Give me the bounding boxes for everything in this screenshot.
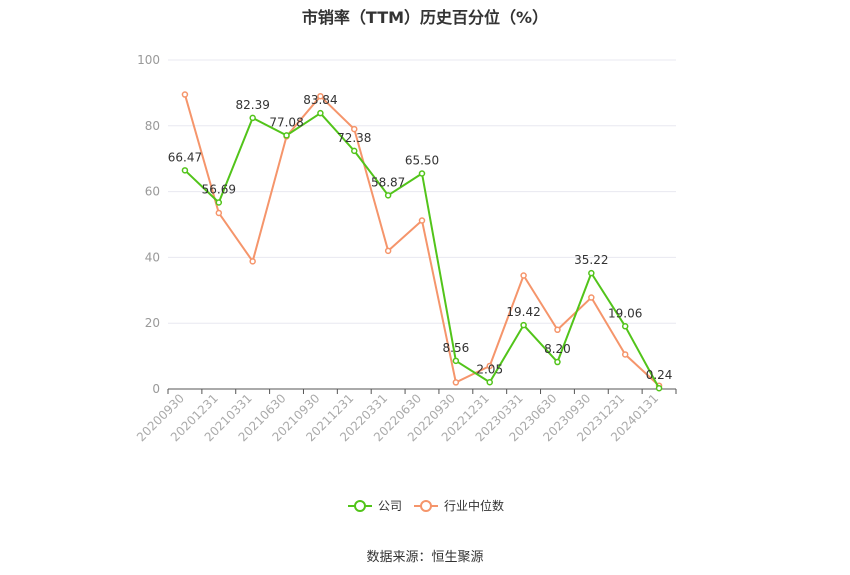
data-point-company[interactable] [283, 132, 290, 139]
data-point-industry[interactable] [351, 125, 358, 133]
data-label: 72.38 [337, 131, 371, 145]
data-point-company[interactable] [588, 269, 595, 277]
data-label: 35.22 [574, 253, 608, 267]
data-point-company[interactable] [554, 358, 561, 366]
data-label: 19.06 [608, 306, 642, 320]
series-lines [181, 91, 663, 392]
data-point-industry[interactable] [520, 272, 527, 279]
y-tick-label: 60 [145, 185, 160, 199]
data-label: 77.08 [269, 115, 303, 129]
data-point-industry[interactable] [486, 362, 493, 370]
legend-marker-company[interactable] [354, 500, 366, 512]
y-tick-label: 0 [152, 382, 160, 396]
data-source-note: 数据来源：恒生聚源 [366, 550, 484, 565]
legend-label-company[interactable]: 公司 [378, 499, 402, 513]
data-label: 66.47 [168, 150, 202, 164]
y-tick-label: 80 [145, 119, 160, 133]
data-label: 83.84 [303, 93, 337, 107]
data-point-industry[interactable] [317, 92, 324, 100]
data-label: 56.69 [202, 182, 236, 196]
legend[interactable]: 公司 行业中位数 [348, 498, 504, 513]
data-point-company[interactable] [317, 109, 324, 117]
axes: 0204060801002020093020201231202103312021… [134, 53, 677, 444]
legend-marker-industry[interactable] [420, 500, 432, 512]
grid-lines [168, 59, 676, 324]
data-point-company[interactable] [418, 170, 426, 177]
data-point-company[interactable] [181, 167, 189, 174]
data-point-industry[interactable] [621, 351, 629, 358]
data-point-company[interactable] [452, 357, 460, 365]
data-label: 8.20 [544, 342, 571, 356]
data-label: 82.39 [235, 98, 269, 112]
y-tick-label: 100 [137, 53, 160, 67]
data-point-industry[interactable] [384, 247, 392, 255]
data-point-company[interactable] [486, 379, 493, 386]
data-point-company[interactable] [351, 147, 358, 155]
chart-title: 市销率（TTM）历史百分位（%） [301, 8, 549, 27]
series-line-industry [183, 94, 660, 387]
data-label: 8.56 [443, 341, 470, 355]
data-point-industry[interactable] [588, 294, 595, 301]
data-point-company[interactable] [520, 321, 527, 329]
data-point-industry[interactable] [215, 209, 223, 217]
data-point-company[interactable] [249, 114, 256, 122]
data-point-industry[interactable] [181, 91, 189, 98]
data-label: 65.50 [405, 154, 439, 168]
y-tick-label: 20 [145, 316, 160, 330]
data-point-company[interactable] [384, 192, 392, 199]
data-point-company[interactable] [655, 384, 663, 392]
data-point-industry[interactable] [249, 258, 256, 265]
data-label: 58.87 [371, 175, 405, 189]
data-label: 19.42 [506, 305, 540, 319]
data-point-company[interactable] [215, 199, 223, 206]
legend-label-industry[interactable]: 行业中位数 [444, 498, 504, 513]
data-point-industry[interactable] [554, 326, 561, 334]
data-point-industry[interactable] [418, 217, 426, 224]
y-tick-label: 40 [145, 250, 160, 264]
data-label: 0.24 [646, 368, 673, 382]
data-point-company[interactable] [621, 323, 629, 330]
data-point-industry[interactable] [452, 379, 460, 386]
data-label: 2.05 [476, 362, 503, 376]
